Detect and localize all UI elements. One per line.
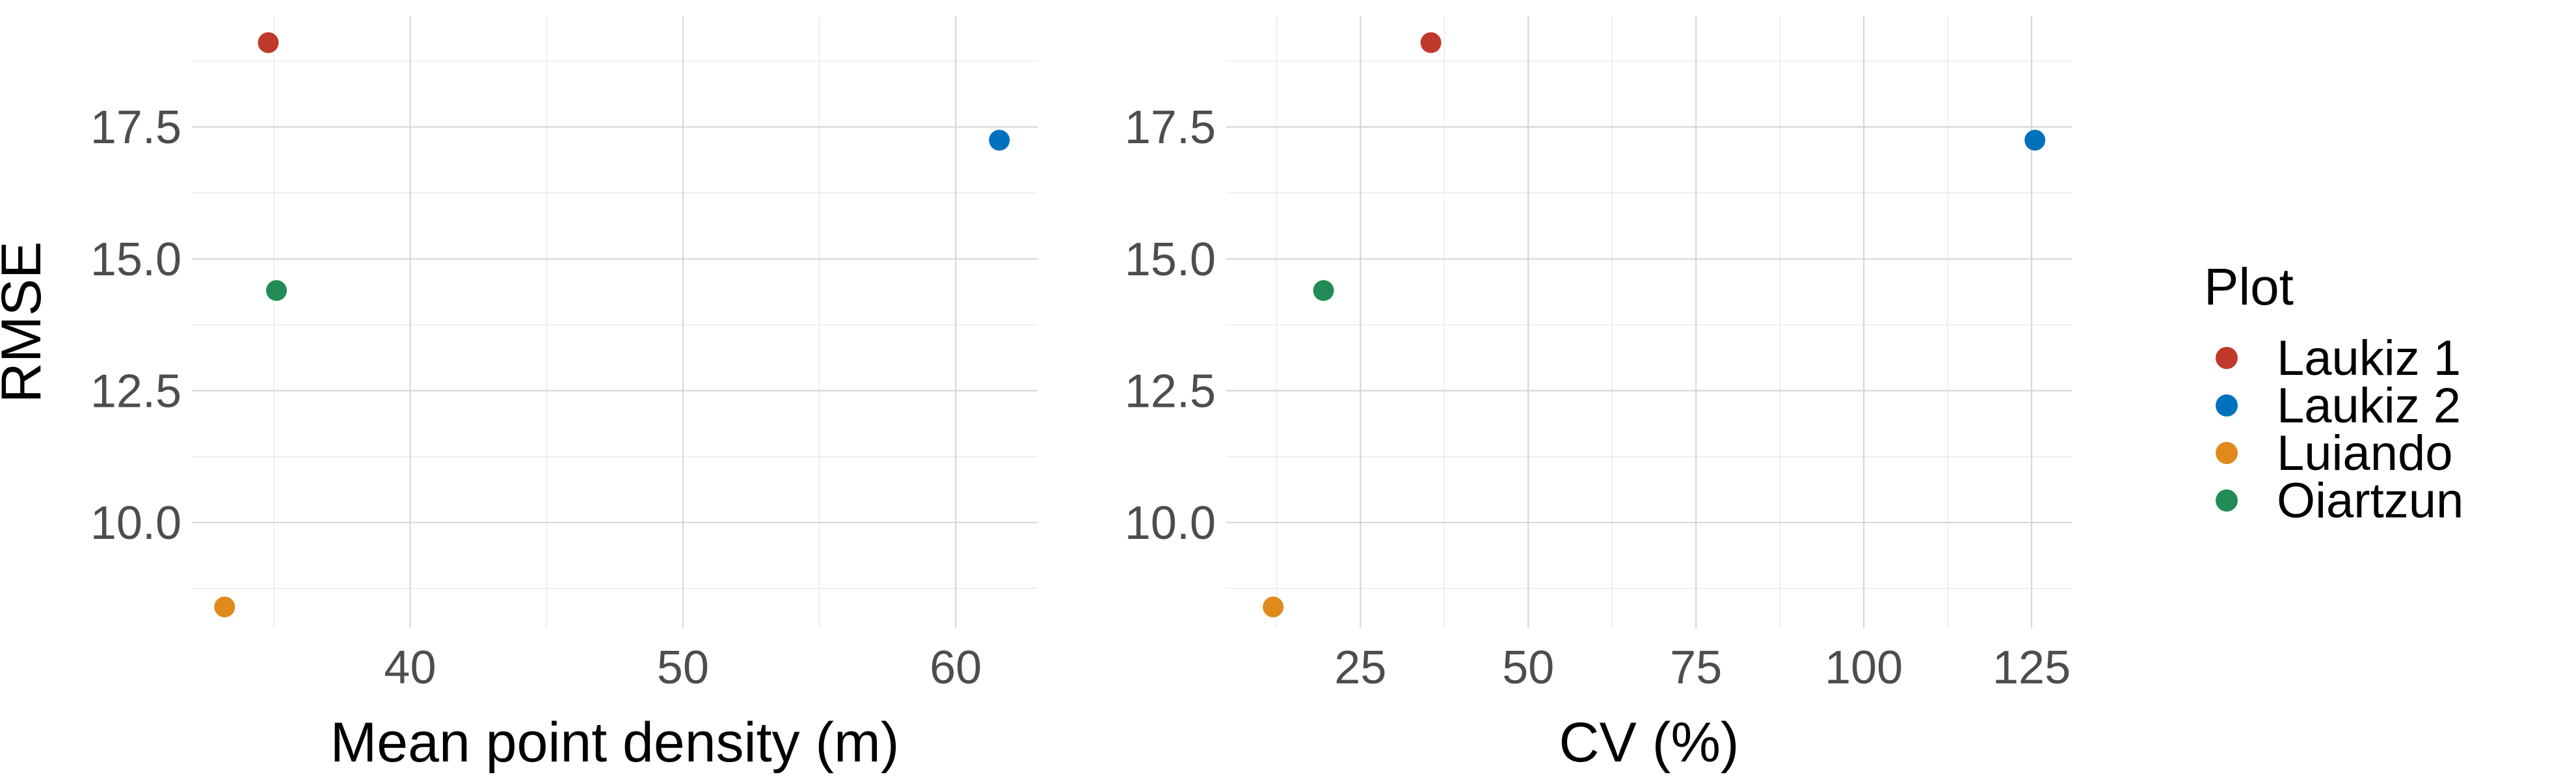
point-oiartzun (1313, 280, 1334, 301)
y-tick-label: 17.5 (90, 102, 181, 154)
x-tick-label: 100 (1825, 642, 1903, 694)
legend-label-luiando: Luiando (2277, 426, 2453, 481)
legend-label-laukiz-2: Laukiz 2 (2277, 378, 2461, 433)
panel-cv: 10.0 12.5 15.0 17.5 25 50 75 100 125 CV (%) (1125, 16, 2072, 774)
x-tick-label: 40 (384, 642, 436, 694)
y-tick-label: 15.0 (90, 234, 181, 286)
x-axis-title: Mean point density (m) (330, 711, 900, 774)
legend-key-laukiz-2 (2216, 394, 2238, 417)
x-axis-title: CV (%) (1559, 711, 1739, 774)
y-tick-label: 12.5 (90, 365, 181, 417)
legend-label-oiartzun: Oiartzun (2277, 473, 2463, 528)
y-axis-title: RMSE (0, 241, 53, 403)
x-tick-label: 25 (1334, 642, 1386, 694)
data-points (214, 32, 1010, 618)
legend-title: Plot (2204, 258, 2294, 316)
y-tick-label: 17.5 (1125, 102, 1216, 154)
point-luiando (1263, 596, 1284, 618)
y-tick-label: 10.0 (1125, 497, 1216, 549)
point-oiartzun (266, 280, 287, 301)
y-tick-label: 12.5 (1125, 365, 1216, 417)
y-tick-label: 15.0 (1125, 234, 1216, 286)
point-laukiz-2 (989, 130, 1010, 151)
x-tick-label: 60 (930, 642, 982, 694)
legend-key-oiartzun (2216, 489, 2238, 512)
point-luiando (214, 596, 235, 618)
point-laukiz-2 (2024, 130, 2046, 151)
y-tick-label: 10.0 (90, 497, 181, 549)
grid (192, 16, 1038, 628)
point-laukiz-1 (258, 32, 279, 53)
x-tick-label: 75 (1670, 642, 1722, 694)
legend-key-laukiz-1 (2216, 347, 2238, 369)
point-laukiz-1 (1420, 32, 1442, 53)
legend-key-luiando (2216, 442, 2238, 464)
x-tick-label: 125 (1992, 642, 2071, 694)
legend-label-laukiz-1: Laukiz 1 (2277, 331, 2461, 386)
x-tick-label: 50 (657, 642, 709, 694)
data-points (1263, 32, 2046, 618)
grid (1226, 16, 2072, 628)
panel-mean-point-density: 10.0 12.5 15.0 17.5 40 50 60 Mean point density… (0, 16, 1038, 774)
x-tick-label: 50 (1502, 642, 1554, 694)
